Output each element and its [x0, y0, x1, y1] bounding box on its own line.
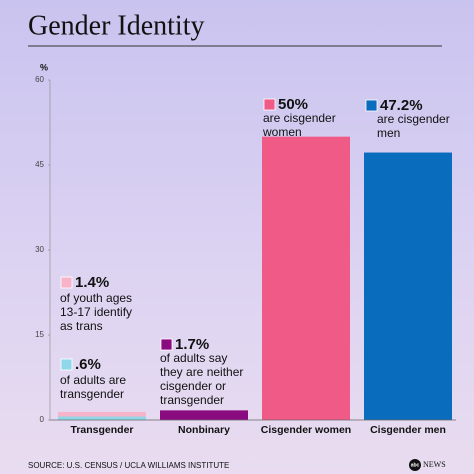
- annotation: of adults say: [160, 351, 227, 365]
- y-tick-label: 30: [35, 245, 44, 254]
- legend-swatch: [263, 98, 276, 111]
- value-label: 47.2%: [380, 97, 423, 114]
- annotation: transgender: [160, 393, 224, 407]
- x-tick-label: Nonbinary: [178, 424, 230, 436]
- x-tick-label: Cisgender women: [261, 424, 351, 436]
- logo-circle: [409, 459, 421, 471]
- annotation: women: [262, 125, 302, 139]
- value-label: 50%: [278, 96, 308, 113]
- x-tick-label: Transgender: [70, 424, 133, 436]
- bar: [58, 412, 146, 420]
- y-tick-label: 15: [35, 330, 44, 339]
- annotation: are cisgender: [263, 111, 336, 125]
- annotation: cisgender or: [160, 379, 226, 393]
- legend-swatch: [365, 99, 378, 112]
- value-label: .6%: [75, 356, 101, 373]
- annotation: 13-17 identify: [60, 305, 132, 319]
- legend-swatch: [60, 358, 73, 371]
- legend-swatch: [60, 276, 73, 289]
- value-label: 1.7%: [175, 336, 209, 353]
- x-tick-label: Cisgender men: [370, 424, 446, 436]
- bar: [262, 136, 350, 420]
- bar: [58, 416, 146, 420]
- annotation: are cisgender: [377, 112, 450, 126]
- source: SOURCE: U.S. CENSUS / UCLA WILLIAMS INST…: [28, 461, 229, 470]
- annotation: of youth ages: [60, 291, 132, 305]
- y-tick-label: 45: [35, 160, 44, 169]
- annotation: men: [377, 126, 400, 140]
- y-tick-label: 0: [40, 415, 45, 424]
- logo: abc NEWS: [409, 459, 446, 471]
- annotation: transgender: [60, 387, 124, 401]
- annotation: of adults are: [60, 373, 126, 387]
- annotation: they are neither: [160, 365, 243, 379]
- logo-mark: abc: [411, 462, 420, 468]
- logo-text: NEWS: [423, 460, 446, 469]
- bar: [364, 152, 452, 421]
- y-unit: %: [40, 62, 48, 72]
- annotation: as trans: [60, 319, 103, 333]
- chart-title: Gender Identity: [28, 10, 205, 41]
- legend-swatch: [160, 338, 173, 351]
- y-tick-label: 60: [35, 75, 44, 84]
- bar: [160, 410, 248, 420]
- value-label: 1.4%: [75, 274, 109, 291]
